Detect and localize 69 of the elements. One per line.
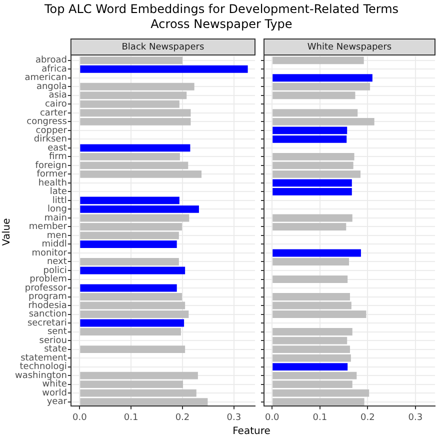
y-tick-label: washington bbox=[14, 370, 67, 381]
y-tick-label: technologi bbox=[20, 362, 67, 372]
y-tick-label: men bbox=[46, 230, 67, 241]
bar bbox=[80, 319, 184, 327]
bar bbox=[80, 346, 186, 354]
bar bbox=[272, 56, 364, 64]
y-tick-label: east bbox=[48, 143, 68, 154]
chart-subtitle: Black Newspapers bbox=[122, 42, 204, 52]
x-tick-label: 0.2 bbox=[360, 412, 375, 423]
x-tick-label: 0.3 bbox=[408, 412, 423, 423]
chart-title: Top ALC Word Embeddings for Development-Related Terms Across Newspaper Type bbox=[43, 1, 400, 33]
y-tick-label: firm bbox=[48, 152, 67, 162]
y-tick-label: foreign bbox=[35, 160, 67, 171]
x-tick-label: 0.3 bbox=[226, 412, 242, 423]
bar bbox=[272, 258, 350, 266]
x-axis-title: Feature bbox=[232, 426, 272, 437]
y-tick-label: program bbox=[28, 292, 67, 302]
y-tick-label: africa bbox=[42, 64, 67, 74]
bar bbox=[272, 249, 361, 257]
bar bbox=[272, 74, 372, 82]
y-tick-label: abroad bbox=[35, 56, 67, 66]
y-tick-label: carter bbox=[40, 108, 68, 118]
y-tick-label: state bbox=[44, 344, 68, 355]
y-tick-label: white bbox=[42, 380, 68, 390]
y-tick-label: late bbox=[50, 187, 68, 198]
y-tick-label: professor bbox=[24, 283, 68, 294]
bar bbox=[272, 363, 348, 371]
y-tick-label: copper bbox=[36, 126, 68, 136]
bar bbox=[80, 284, 177, 292]
bar bbox=[80, 240, 177, 248]
y-tick-label: main bbox=[44, 213, 67, 224]
y-tick-label: health bbox=[38, 178, 67, 188]
y-tick-label: sanction bbox=[28, 310, 67, 320]
chart-subtitle: White Newspapers bbox=[307, 42, 392, 52]
y-tick-label: sent bbox=[47, 327, 68, 338]
y-tick-label: world bbox=[42, 388, 67, 398]
x-tick-label: 0.1 bbox=[312, 412, 328, 423]
y-tick-label: statement bbox=[20, 353, 68, 364]
bar bbox=[80, 144, 190, 152]
y-tick-label: cairo bbox=[44, 99, 68, 110]
bar bbox=[80, 328, 181, 336]
bar bbox=[272, 276, 348, 283]
y-tick-label: congress bbox=[26, 117, 68, 128]
bar bbox=[80, 266, 186, 274]
y-tick-label: middl bbox=[42, 240, 67, 250]
y-tick-label: member bbox=[28, 222, 68, 232]
y-tick-label: next bbox=[46, 257, 68, 268]
x-tick-label: 0.0 bbox=[264, 412, 280, 423]
y-tick-label: asia bbox=[48, 90, 67, 101]
y-tick-label: former bbox=[36, 170, 68, 180]
y-tick-label: secretari bbox=[27, 318, 67, 328]
bar bbox=[80, 56, 182, 64]
bar bbox=[80, 258, 179, 266]
x-tick-label: 0.0 bbox=[72, 412, 88, 423]
y-tick-label: dirksen bbox=[34, 134, 67, 145]
y-tick-label: seriou bbox=[39, 336, 67, 346]
y-tick-label: problem bbox=[30, 274, 67, 285]
y-tick-label: american bbox=[24, 73, 67, 84]
y-axis-title: Value bbox=[2, 218, 12, 246]
bar bbox=[80, 65, 248, 73]
y-tick-label: rhodesia bbox=[28, 300, 67, 311]
y-tick-label: angola bbox=[36, 82, 67, 92]
x-tick-label: 0.2 bbox=[175, 412, 190, 423]
y-tick-label: polici bbox=[43, 266, 67, 276]
y-tick-label: littl bbox=[52, 196, 67, 206]
y-tick-label: year bbox=[46, 397, 68, 408]
y-tick-label: long bbox=[47, 204, 67, 215]
y-tick-label: monitor bbox=[32, 248, 68, 258]
x-tick-label: 0.1 bbox=[124, 412, 138, 423]
